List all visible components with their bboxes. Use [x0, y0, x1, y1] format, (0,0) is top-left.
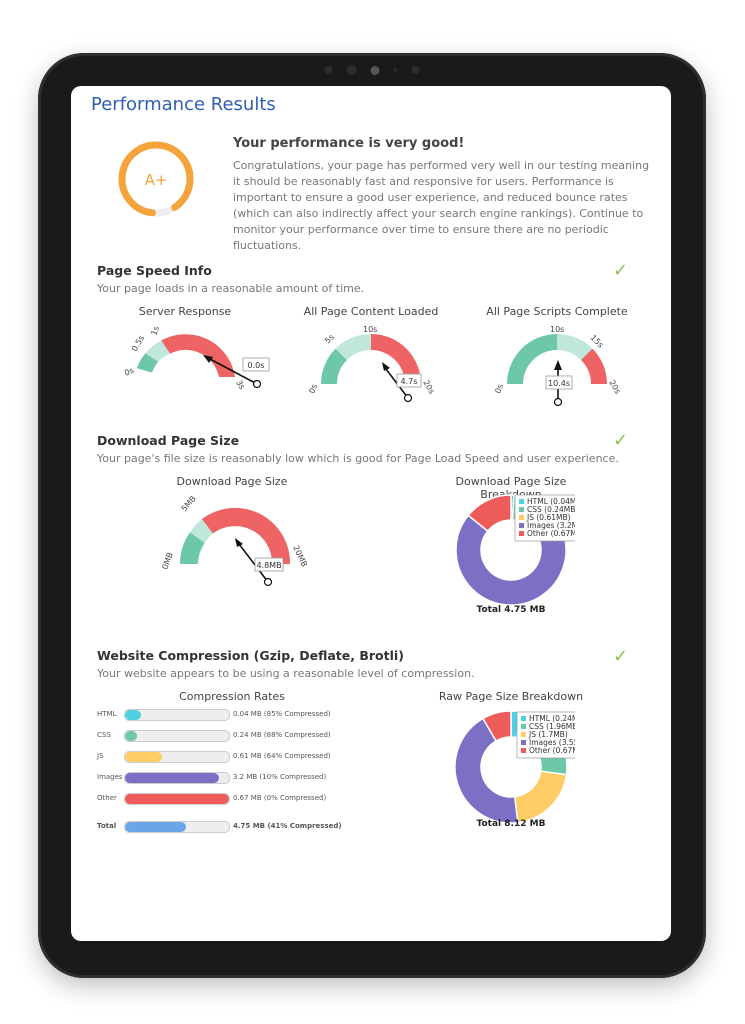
progress-bar	[124, 751, 230, 763]
grade-heading: Your performance is very good!	[233, 136, 465, 151]
progress-bar	[124, 821, 230, 833]
camera-bar	[324, 65, 420, 75]
row-label: HTML	[97, 710, 117, 718]
scripts-complete-gauge: 10.4s 0s 10s 15s 20s	[493, 325, 622, 407]
legend-item: Images (3.2MB)	[527, 521, 575, 530]
gauge-tick: 1s	[149, 325, 161, 337]
other-slice	[467, 494, 512, 533]
js-slice	[513, 770, 568, 824]
gauge-tick: 20s	[607, 379, 622, 396]
other-slice	[481, 710, 512, 743]
gauge-tick: 5MB	[180, 494, 198, 513]
download-description: Your page's file size is reasonably low …	[97, 452, 619, 465]
row-value: 0.67 MB (0% Compressed)	[233, 794, 327, 802]
row-value: 0.61 MB (64% Compressed)	[233, 752, 331, 760]
screen: Performance Results A+ Your performance …	[71, 86, 671, 941]
progress-bar	[124, 772, 230, 784]
progress-fill	[125, 710, 141, 720]
raw-breakdown-donut: HTML (0.24MB) CSS (1.96MB) JS (1.7MB) Im…	[454, 710, 575, 829]
row-label: JS	[97, 752, 104, 760]
page-title: Performance Results	[91, 94, 276, 115]
gauge-tick: 0s	[493, 383, 505, 395]
download-heading: Download Page Size	[97, 433, 240, 448]
gauge-tick: 15s	[589, 333, 606, 350]
donut-title: Raw Page Size Breakdown	[438, 690, 584, 703]
gauge-value: 4.8MB	[256, 561, 281, 570]
images-slice	[454, 717, 519, 824]
compression-description: Your website appears to be using a reaso…	[97, 667, 475, 680]
row-value: 0.04 MB (85% Compressed)	[233, 710, 331, 718]
donut-total: Total 4.75 MB	[477, 605, 546, 615]
donut-total: Total 8.12 MB	[477, 819, 546, 829]
legend-item: CSS (1.96MB)	[529, 722, 575, 731]
rates-title: Compression Rates	[179, 690, 285, 703]
row-value: 3.2 MB (10% Compressed)	[233, 773, 327, 781]
row-value: 4.75 MB (41% Compressed)	[233, 822, 342, 830]
progress-bar	[124, 730, 230, 742]
gauge-tick: 0.5s	[130, 334, 146, 353]
images-slice	[455, 514, 567, 606]
progress-fill	[125, 822, 187, 832]
grade-value: A+	[145, 171, 168, 189]
progress-fill	[125, 773, 219, 783]
gauge-tick: 3s	[234, 379, 246, 392]
speed-description: Your page loads in a reasonable amount o…	[97, 282, 365, 295]
gauge-tick: 10s	[363, 325, 377, 334]
grade-description: Congratulations, your page has performed…	[233, 159, 650, 252]
download-check-icon: ✓	[613, 430, 629, 451]
download-size-gauge: 4.8MB 0MB 5MB 20MB	[160, 494, 309, 587]
speed-heading: Page Speed Info	[97, 263, 212, 278]
tablet-frame: Performance Results A+ Your performance …	[38, 53, 706, 978]
gauge-value: 4.7s	[401, 377, 418, 386]
gauge-title: All Page Scripts Complete	[486, 305, 628, 318]
legend-item: HTML (0.24MB)	[529, 714, 575, 723]
progress-fill	[125, 752, 163, 762]
gauge-title: All Page Content Loaded	[303, 305, 439, 318]
progress-fill	[125, 794, 229, 804]
speed-check-icon: ✓	[613, 260, 629, 281]
gauge-tick: 5s	[323, 332, 336, 345]
progress-bar	[124, 793, 230, 805]
legend-item: JS (0.61MB)	[526, 513, 571, 522]
gauge-tick: 10s	[550, 325, 564, 334]
legend-item: Images (3.55MB)	[529, 738, 575, 747]
legend-item: JS (1.7MB)	[528, 730, 568, 739]
content-loaded-gauge: 4.7s 0s 5s 10s 20s	[307, 325, 436, 403]
gauge-tick: 0MB	[160, 551, 174, 571]
row-label: Total	[97, 822, 117, 830]
compression-check-icon: ✓	[613, 646, 629, 667]
legend-item: CSS (0.24MB)	[527, 505, 575, 514]
row-label: Other	[97, 794, 117, 802]
compression-heading: Website Compression (Gzip, Deflate, Brot…	[97, 648, 404, 663]
gauge-tick: 0s	[123, 366, 135, 378]
progress-bar	[124, 709, 230, 721]
gauge-value: 10.4s	[548, 379, 570, 388]
gauge-tick: 20MB	[291, 544, 309, 568]
gauge-value: 0.0s	[248, 361, 265, 370]
row-label: Images	[97, 773, 123, 781]
grade-badge: A+	[118, 141, 194, 217]
progress-fill	[125, 731, 138, 741]
row-value: 0.24 MB (88% Compressed)	[233, 731, 331, 739]
row-label: CSS	[97, 731, 111, 739]
gauge-tick: 0s	[307, 383, 319, 395]
gauge-tick: 20s	[421, 379, 436, 396]
gauge-title: Server Response	[138, 305, 232, 318]
gauge-title: Download Page Size	[176, 475, 288, 488]
server-response-gauge: 0.0s 0s 0.5s 1s 3s	[123, 325, 270, 392]
